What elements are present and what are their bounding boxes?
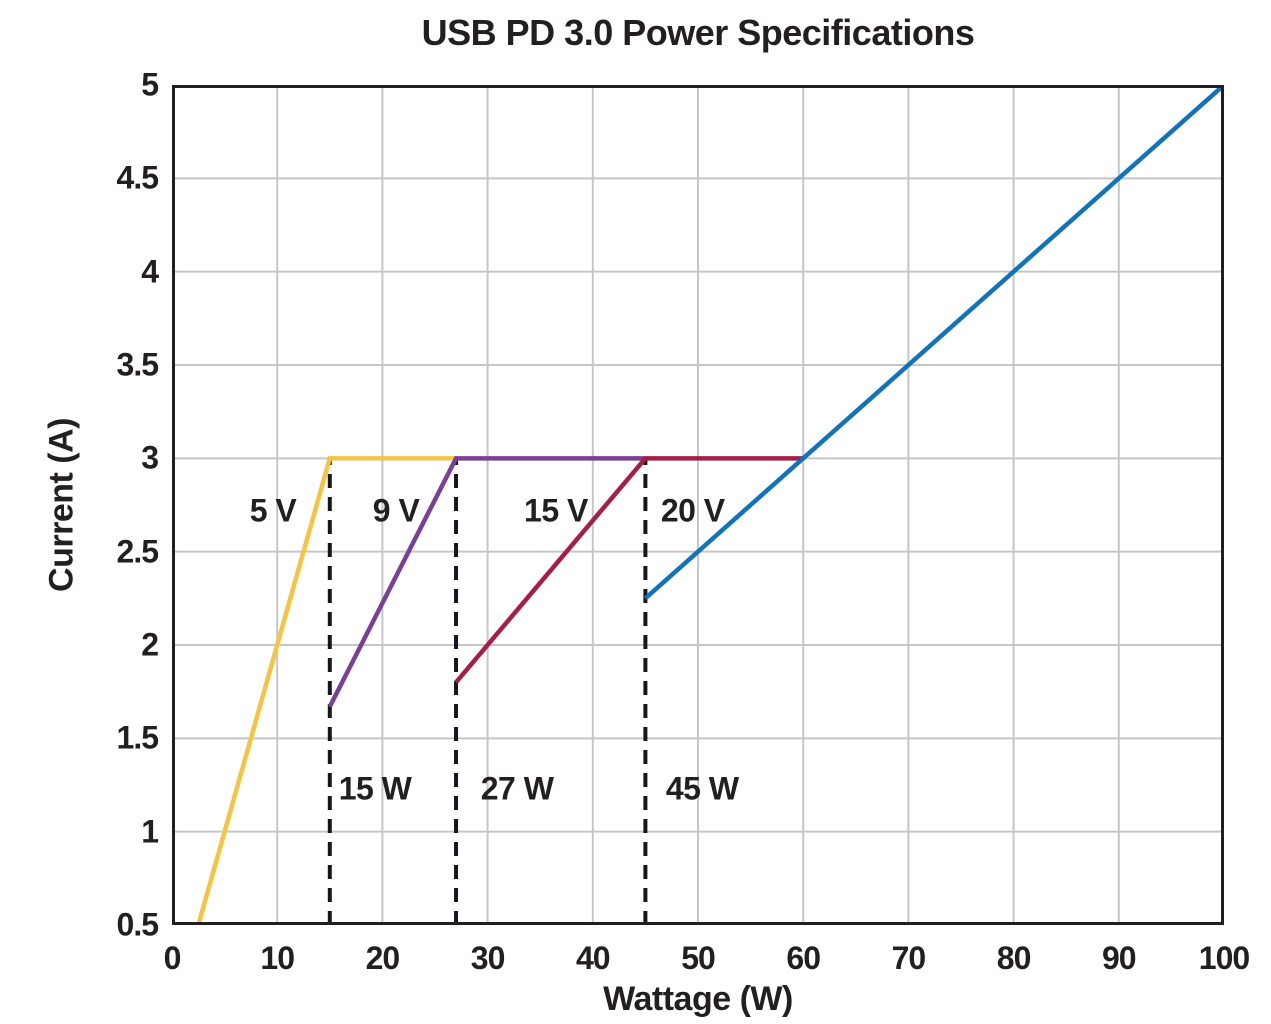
x-tick-label-60: 60 (786, 940, 821, 976)
annotation-5v: 5 V (249, 492, 297, 529)
y-tick-label-1: 1 (141, 813, 159, 850)
annotation-20v: 20 V (660, 492, 725, 529)
x-tick-label-70: 70 (891, 940, 927, 976)
x-tick-label-50: 50 (681, 940, 716, 976)
x-tick-label-40: 40 (576, 940, 611, 976)
annotation-45w: 45 W (665, 770, 739, 807)
y-tick-label-4: 4 (141, 253, 159, 290)
series-line-9v (327, 456, 646, 708)
series-line-15v (454, 456, 804, 684)
x-tick-label-100: 100 (1198, 940, 1250, 976)
x-tick-label-80: 80 (996, 940, 1032, 976)
plot-area: 5 V 9 V 15 V 20 V 15 W 27 W 45 W (172, 85, 1224, 925)
series-line-20v (643, 85, 1224, 601)
y-tick-label-1.5: 1.5 (116, 719, 159, 756)
x-tick-label-10: 10 (260, 940, 295, 976)
series-line-5v (196, 456, 457, 925)
x-tick-label-30: 30 (470, 940, 506, 976)
y-tick-label-3.5: 3.5 (116, 346, 159, 383)
plot-canvas (172, 85, 1224, 925)
y-tick-label-2.5: 2.5 (116, 533, 159, 570)
annotation-27w: 27 W (480, 770, 554, 807)
y-tick-label-4.5: 4.5 (116, 159, 159, 196)
y-tick-label-0.5: 0.5 (116, 906, 159, 943)
annotation-9v: 9 V (372, 492, 420, 529)
annotation-15w: 15 W (338, 770, 412, 807)
y-tick-label-3: 3 (141, 439, 159, 476)
y-tick-label-2: 2 (141, 626, 159, 663)
annotation-15v: 15 V (524, 492, 588, 529)
chart-title: USB PD 3.0 Power Specifications (421, 12, 975, 53)
x-tick-label-0: 0 (163, 940, 182, 976)
plot-border (172, 85, 1224, 925)
x-tick-label-90: 90 (1102, 940, 1137, 976)
x-tick-label-20: 20 (365, 940, 401, 976)
x-axis-title: Wattage (W) (603, 980, 793, 1018)
y-tick-label-5: 5 (141, 66, 159, 103)
